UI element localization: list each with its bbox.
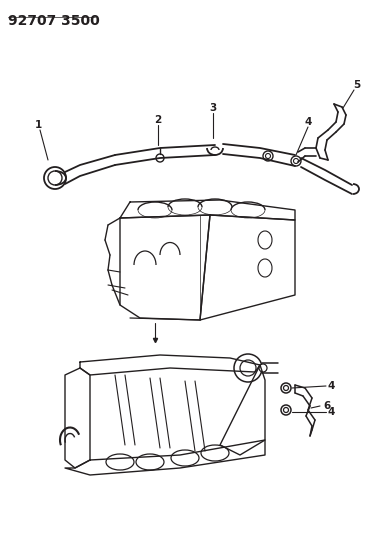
Circle shape bbox=[259, 364, 267, 372]
Text: 4: 4 bbox=[304, 117, 312, 127]
Text: 2: 2 bbox=[154, 115, 161, 125]
Text: 1: 1 bbox=[34, 120, 42, 130]
Text: 4: 4 bbox=[328, 407, 335, 417]
Text: 3: 3 bbox=[209, 103, 217, 113]
Text: 5: 5 bbox=[353, 80, 361, 90]
Text: 6: 6 bbox=[323, 401, 330, 411]
Circle shape bbox=[281, 405, 291, 415]
Circle shape bbox=[156, 154, 164, 162]
Circle shape bbox=[291, 156, 301, 166]
Circle shape bbox=[281, 383, 291, 393]
Circle shape bbox=[263, 151, 273, 161]
Text: 4: 4 bbox=[328, 381, 335, 391]
Text: 92707 3500: 92707 3500 bbox=[8, 14, 100, 28]
